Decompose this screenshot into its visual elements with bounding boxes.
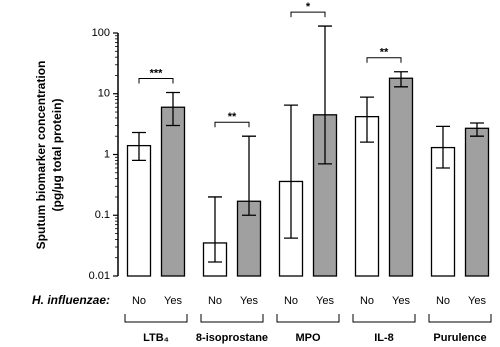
significance-bracket xyxy=(138,77,174,84)
error-bar xyxy=(284,104,298,239)
y-axis-label: (pg/µg total protein) xyxy=(50,99,64,212)
error-bar xyxy=(166,91,180,127)
y-tick-label: 10 xyxy=(98,88,110,100)
significance-bracket xyxy=(290,11,326,18)
series-label: No xyxy=(360,295,374,307)
group-bracket xyxy=(352,314,416,323)
significance-bracket xyxy=(366,57,402,63)
error-bar xyxy=(132,131,146,162)
bar xyxy=(464,127,490,277)
significance-label: *** xyxy=(150,67,164,79)
bar xyxy=(160,106,186,277)
y-tick-label: 0.01 xyxy=(89,270,110,282)
x-axis-label: H. influenzae: xyxy=(32,293,110,307)
error-bar xyxy=(360,96,374,143)
group-bracket xyxy=(200,314,264,323)
x-tick-label: MPO xyxy=(295,332,321,344)
y-axis-label: Sputum biomarker concentration xyxy=(34,61,48,250)
bar xyxy=(388,77,414,277)
series-label: No xyxy=(284,295,298,307)
series-label: Yes xyxy=(316,295,334,307)
x-tick-label: IL-8 xyxy=(374,332,394,344)
series-label: No xyxy=(208,295,222,307)
bar xyxy=(126,144,152,277)
series-label: Yes xyxy=(468,295,486,307)
x-tick-label: Purulence xyxy=(433,332,486,344)
significance-label: ** xyxy=(380,47,389,59)
series-label: Yes xyxy=(240,295,258,307)
y-tick-label: 100 xyxy=(92,27,110,39)
error-bar xyxy=(242,135,256,216)
error-bar xyxy=(318,25,332,165)
y-tick-label: 0.1 xyxy=(95,209,110,221)
error-bar xyxy=(470,122,484,137)
y-tick-label: 1 xyxy=(104,148,110,160)
series-label: Yes xyxy=(164,295,182,307)
group-bracket xyxy=(428,314,492,323)
error-bar xyxy=(394,71,408,88)
x-tick-label: LTB₄ xyxy=(143,332,169,344)
error-bar xyxy=(208,196,222,263)
group-bracket xyxy=(276,314,340,323)
series-label: No xyxy=(132,295,146,307)
group-bracket xyxy=(124,314,188,323)
error-bar xyxy=(436,125,450,169)
significance-bracket xyxy=(214,121,250,128)
x-tick-label: 8-isoprostane xyxy=(196,332,268,344)
significance-label: * xyxy=(306,1,311,13)
series-label: No xyxy=(436,295,450,307)
series-label: Yes xyxy=(392,295,410,307)
significance-label: ** xyxy=(228,111,237,123)
